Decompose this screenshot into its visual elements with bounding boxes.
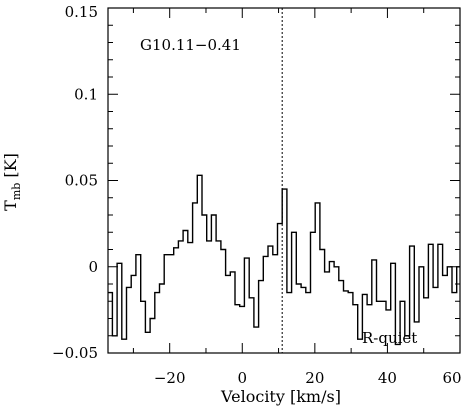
y-axis-label-main: T xyxy=(1,200,20,211)
x-tick-label: 0 xyxy=(237,369,247,387)
x-tick-label: 40 xyxy=(378,369,397,387)
x-tick-label: −20 xyxy=(154,369,186,387)
plot-frame-rect xyxy=(107,7,461,354)
y-tick-label: 0 xyxy=(88,258,98,276)
y-tick-label: −0.05 xyxy=(52,344,98,362)
y-tick-label: 0.1 xyxy=(74,85,98,103)
source-name-annotation: G10.11−0.41 xyxy=(140,36,241,54)
y-axis-label-subscript: mb xyxy=(10,183,23,200)
x-tick-labels: −20 0 20 40 60 xyxy=(154,369,462,387)
x-tick-label: 20 xyxy=(305,369,324,387)
plot-frame xyxy=(107,7,461,354)
status-annotation: R-quiet xyxy=(362,329,417,347)
y-tick-label: 0.05 xyxy=(65,172,98,190)
spectrum-series-line xyxy=(108,174,460,346)
y-axis-label: Tmb [K] xyxy=(1,153,23,211)
x-axis-label: Velocity [km/s] xyxy=(220,387,341,406)
svg-text:Tmb [K]: Tmb [K] xyxy=(1,153,23,211)
y-tick-label: 0.15 xyxy=(65,3,98,21)
x-tick-label: 60 xyxy=(442,369,461,387)
y-tick-labels: −0.05 0 0.05 0.1 0.15 xyxy=(52,3,98,362)
y-axis-label-unit: [K] xyxy=(1,153,20,183)
axis-ticks xyxy=(108,7,461,354)
